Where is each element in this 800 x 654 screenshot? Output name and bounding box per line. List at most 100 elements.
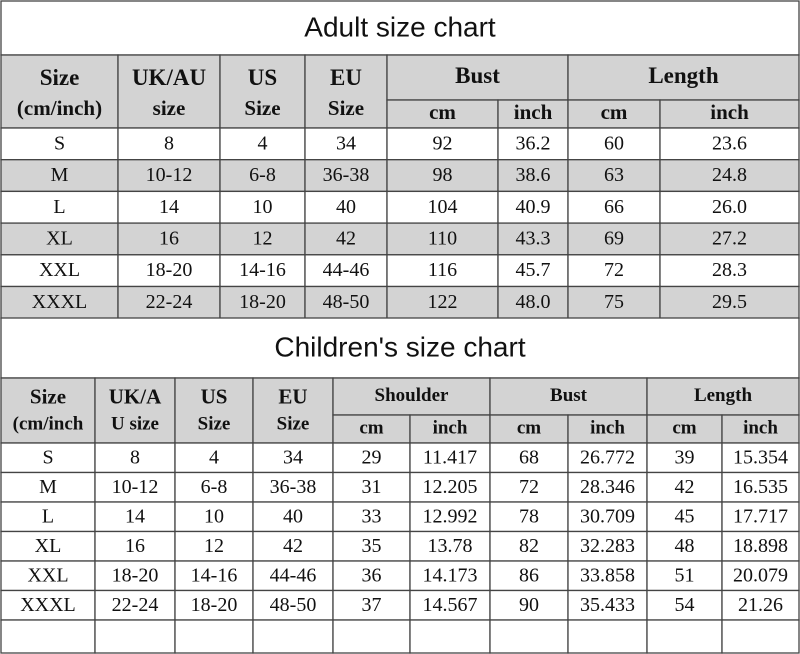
data-cell: 54 bbox=[675, 594, 695, 616]
data-cell: 8 bbox=[164, 132, 174, 154]
data-cell: 23.6 bbox=[712, 132, 747, 154]
data-cell: 48 bbox=[675, 535, 695, 557]
cell bbox=[0, 190, 119, 224]
cell bbox=[94, 501, 176, 533]
table-title: Adult size chart bbox=[304, 11, 496, 42]
cell bbox=[567, 471, 648, 503]
data-cell: 20.079 bbox=[733, 564, 788, 586]
cell bbox=[252, 501, 334, 533]
cell bbox=[117, 285, 221, 319]
data-cell: 14 bbox=[125, 505, 145, 527]
cell bbox=[489, 560, 569, 592]
cell bbox=[721, 501, 800, 533]
data-cell: 45.7 bbox=[516, 259, 551, 281]
data-cell: 8 bbox=[130, 446, 140, 468]
header-sub: (cm/inch bbox=[13, 413, 84, 434]
data-cell: 122 bbox=[428, 291, 458, 313]
data-cell: 21.26 bbox=[738, 594, 783, 616]
header-sub: inch bbox=[710, 100, 749, 124]
cell bbox=[219, 254, 306, 288]
data-cell: 16 bbox=[125, 535, 145, 557]
data-cell: XXL bbox=[39, 259, 80, 281]
data-cell: 11.417 bbox=[423, 446, 477, 468]
data-cell: 29 bbox=[362, 446, 382, 468]
data-cell: 51 bbox=[675, 564, 695, 586]
header-sub: Size bbox=[277, 413, 310, 434]
cell bbox=[386, 127, 499, 161]
cell bbox=[567, 560, 648, 592]
data-cell: 16.535 bbox=[733, 476, 788, 498]
data-cell: 33.858 bbox=[580, 564, 635, 586]
data-cell: 18-20 bbox=[239, 291, 286, 313]
data-cell: 15.354 bbox=[733, 446, 788, 468]
header-sub: inch bbox=[433, 417, 468, 438]
cell bbox=[567, 589, 648, 621]
data-cell: 22-24 bbox=[146, 291, 193, 313]
cell bbox=[659, 159, 800, 193]
data-cell: 45 bbox=[675, 505, 695, 527]
data-cell: 63 bbox=[604, 164, 624, 186]
cell bbox=[304, 285, 388, 319]
data-cell: 10 bbox=[204, 505, 224, 527]
cell bbox=[252, 471, 334, 503]
cell bbox=[0, 127, 119, 161]
data-cell: 24.8 bbox=[712, 164, 747, 186]
cell bbox=[409, 414, 491, 444]
data-cell: XL bbox=[46, 228, 73, 250]
cell bbox=[94, 471, 176, 503]
cell bbox=[332, 619, 411, 654]
data-cell: 48-50 bbox=[323, 291, 370, 313]
data-cell: 40 bbox=[336, 196, 356, 218]
cell bbox=[386, 222, 499, 256]
data-cell: 6-8 bbox=[201, 476, 228, 498]
data-cell: 116 bbox=[428, 259, 457, 281]
data-cell: 33 bbox=[362, 505, 382, 527]
cell bbox=[567, 222, 661, 256]
cell bbox=[94, 530, 176, 562]
data-cell: 43.3 bbox=[516, 228, 551, 250]
data-cell: 36-38 bbox=[270, 476, 317, 498]
data-cell: 75 bbox=[604, 291, 624, 313]
cell bbox=[646, 589, 723, 621]
cell bbox=[332, 530, 411, 562]
data-cell: 36 bbox=[362, 564, 382, 586]
cell bbox=[659, 99, 800, 129]
data-cell: 34 bbox=[336, 132, 356, 154]
data-cell: 14-16 bbox=[191, 564, 238, 586]
data-cell: L bbox=[53, 196, 65, 218]
data-cell: 39 bbox=[675, 446, 695, 468]
header-sub: Size bbox=[198, 413, 231, 434]
header-sub: cm bbox=[601, 100, 628, 124]
header-sub: cm bbox=[517, 417, 541, 438]
data-cell: 38.6 bbox=[516, 164, 551, 186]
data-cell: XL bbox=[35, 535, 62, 557]
header-sub: Size bbox=[244, 96, 280, 120]
cell bbox=[497, 99, 569, 129]
header: UK/A bbox=[109, 384, 162, 408]
data-cell: 40 bbox=[283, 505, 303, 527]
data-cell: 48.0 bbox=[516, 291, 551, 313]
cell bbox=[332, 501, 411, 533]
cell bbox=[252, 377, 334, 444]
cell bbox=[721, 589, 800, 621]
data-cell: 44-46 bbox=[270, 564, 317, 586]
data-cell: 42 bbox=[675, 476, 695, 498]
header-sub: inch bbox=[514, 100, 553, 124]
cell bbox=[0, 0, 800, 56]
cell bbox=[409, 560, 491, 592]
cell bbox=[567, 254, 661, 288]
header-sub: cm bbox=[672, 417, 696, 438]
cell bbox=[174, 442, 254, 474]
data-cell: 17.717 bbox=[733, 505, 788, 527]
data-cell: 110 bbox=[428, 228, 457, 250]
data-cell: 82 bbox=[519, 535, 539, 557]
cell bbox=[646, 501, 723, 533]
data-cell: 35 bbox=[362, 535, 382, 557]
header: Size bbox=[40, 65, 80, 90]
cell bbox=[386, 285, 499, 319]
data-cell: 34 bbox=[283, 446, 303, 468]
cell bbox=[252, 442, 334, 474]
data-cell: 18-20 bbox=[112, 564, 159, 586]
data-cell: 48-50 bbox=[270, 594, 317, 616]
